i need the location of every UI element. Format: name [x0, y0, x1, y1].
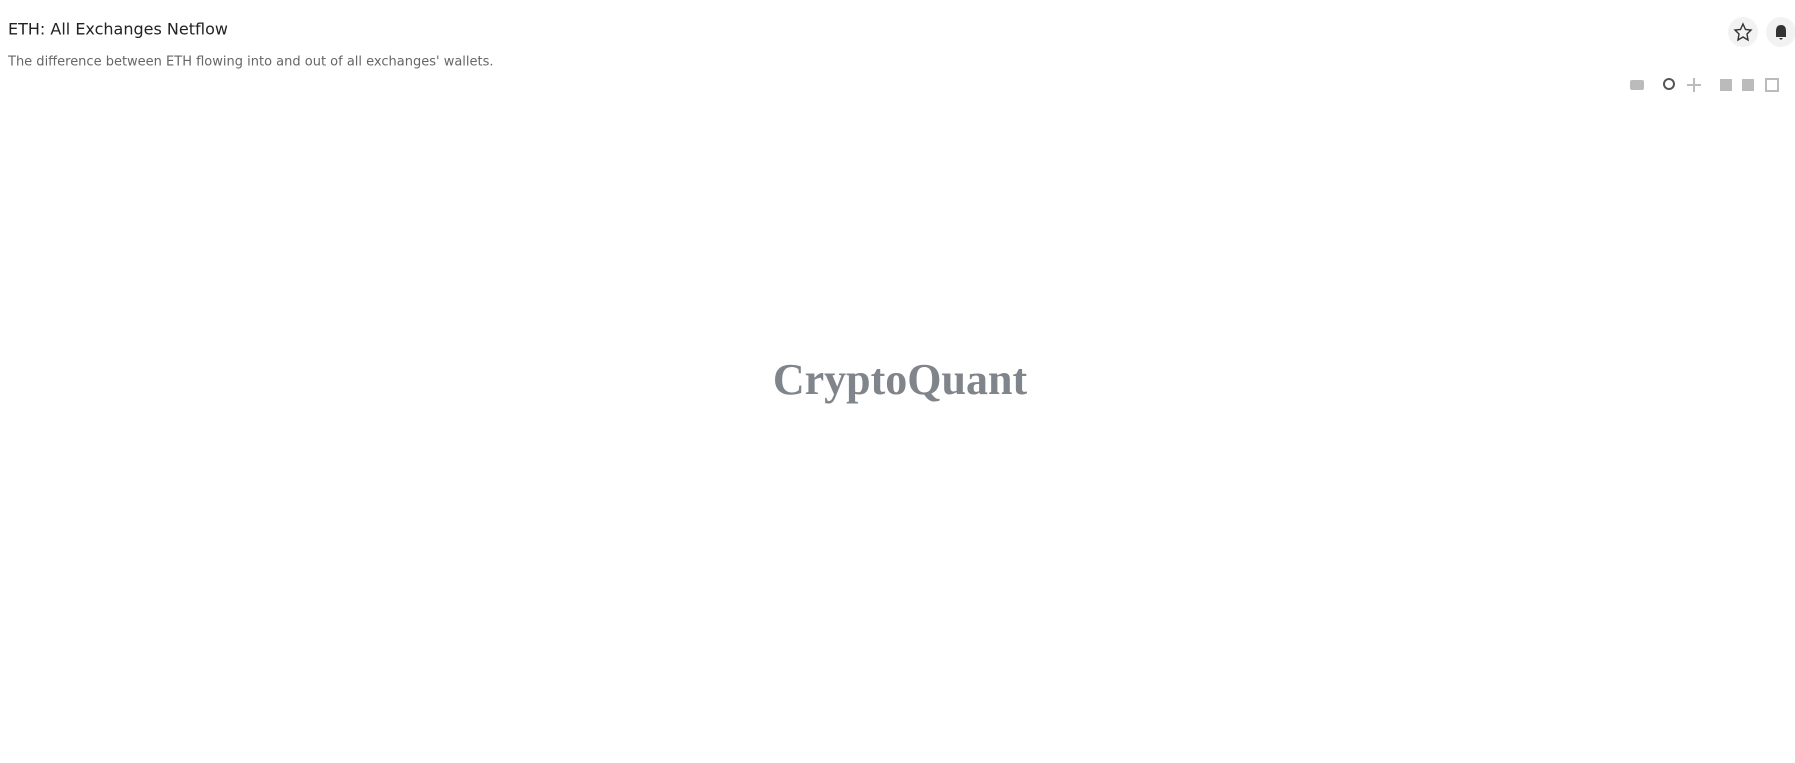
- favorite-button[interactable]: [1728, 17, 1758, 47]
- pan-button[interactable]: [1687, 78, 1701, 92]
- toolbar: [1630, 78, 1779, 92]
- star-icon: [1733, 22, 1753, 42]
- autoscale-button[interactable]: [1765, 78, 1779, 92]
- watermark: CryptoQuant: [773, 355, 1028, 404]
- button-bg: [1728, 17, 1758, 47]
- camera-button[interactable]: [1630, 80, 1644, 90]
- chart-subtitle: The difference between ETH flowing into …: [7, 55, 494, 70]
- zoom-out-button[interactable]: [1742, 79, 1754, 91]
- zoom-in-button[interactable]: [1720, 79, 1732, 91]
- bell-icon: [1776, 25, 1786, 40]
- chart-title: ETH: All Exchanges Netflow: [8, 20, 228, 39]
- zoom-button[interactable]: [1663, 78, 1675, 90]
- alert-button[interactable]: [1766, 17, 1795, 47]
